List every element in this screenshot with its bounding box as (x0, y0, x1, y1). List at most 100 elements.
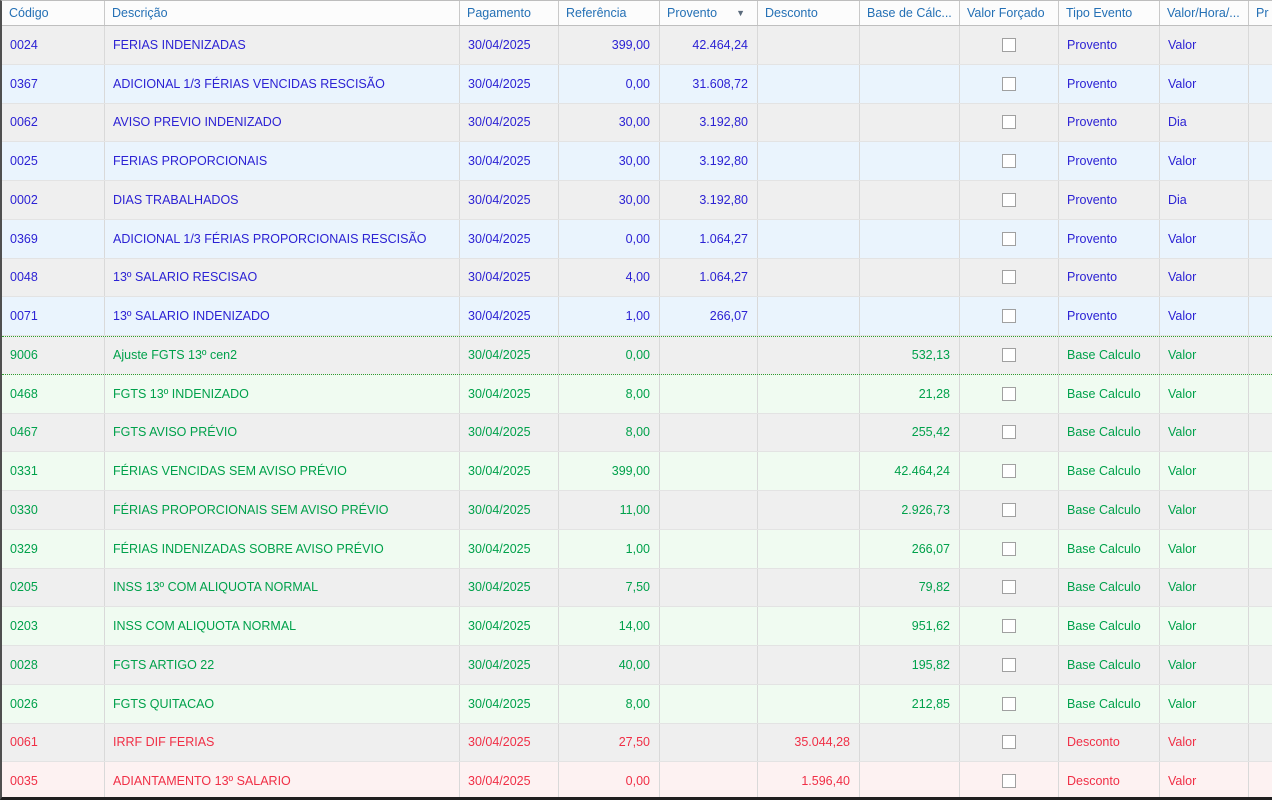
cell-pagamento[interactable]: 30/04/2025 (460, 607, 559, 645)
cell-base-calculo[interactable]: 951,62 (860, 607, 960, 645)
table-row[interactable]: 0203 INSS COM ALIQUOTA NORMAL 30/04/2025 14… (2, 607, 1272, 646)
cell-valor-hora[interactable]: Valor (1160, 219, 1249, 258)
valor-forcado-checkbox[interactable] (1002, 231, 1016, 246)
cell-base-calculo[interactable] (860, 258, 960, 297)
cell-base-calculo[interactable] (860, 723, 960, 762)
cell-base-calculo[interactable] (860, 762, 960, 797)
cell-desconto[interactable] (758, 103, 860, 142)
cell-referencia[interactable]: 4,00 (559, 258, 660, 297)
cell-referencia[interactable]: 11,00 (559, 491, 660, 529)
valor-forcado-checkbox[interactable] (1002, 386, 1016, 401)
valor-forcado-checkbox[interactable] (1002, 541, 1016, 556)
cell-codigo[interactable]: 0331 (2, 452, 105, 490)
table-row[interactable]: 0071 13º SALARIO INDENIZADO 30/04/2025 1,00… (2, 297, 1272, 336)
cell-provento[interactable]: 3.192,80 (660, 181, 758, 219)
cell-base-calculo[interactable] (860, 181, 960, 219)
cell-codigo[interactable]: 0026 (2, 684, 105, 723)
cell-desconto[interactable] (758, 374, 860, 413)
table-row[interactable]: 0329 FÉRIAS INDENIZADAS SOBRE AVISO PRÉVI… (2, 529, 1272, 569)
cell-descricao[interactable]: FERIAS PROPORCIONAIS (105, 142, 460, 180)
cell-pagamento[interactable]: 30/04/2025 (460, 64, 559, 103)
cell-provento[interactable]: 266,07 (660, 297, 758, 335)
cell-descricao[interactable]: FGTS 13º INDENIZADO (105, 374, 460, 413)
cell-referencia[interactable]: 14,00 (559, 607, 660, 645)
valor-forcado-checkbox[interactable] (1002, 580, 1016, 595)
cell-tipo-evento[interactable]: Base Calculo (1059, 568, 1160, 607)
cell-codigo[interactable]: 0071 (2, 297, 105, 335)
cell-provento[interactable] (660, 529, 758, 568)
cell-base-calculo[interactable] (860, 297, 960, 335)
cell-descricao[interactable]: FGTS AVISO PRÉVIO (105, 413, 460, 452)
cell-tipo-evento[interactable]: Base Calculo (1059, 607, 1160, 645)
cell-codigo[interactable]: 0203 (2, 607, 105, 645)
cell-pr[interactable] (1249, 65, 1272, 103)
cell-base-calculo[interactable] (860, 26, 960, 64)
cell-base-calculo[interactable]: 42.464,24 (860, 452, 960, 490)
cell-tipo-evento[interactable]: Desconto (1059, 762, 1160, 797)
column-header-valor-hora[interactable]: Valor/Hora/... (1160, 1, 1249, 25)
cell-valor-hora[interactable]: Valor (1160, 646, 1249, 684)
cell-codigo[interactable]: 0330 (2, 491, 105, 529)
table-row[interactable]: 0025 FERIAS PROPORCIONAIS 30/04/2025 30,00 3… (2, 142, 1272, 181)
cell-pr[interactable] (1249, 220, 1272, 258)
cell-tipo-evento[interactable]: Base Calculo (1059, 337, 1160, 374)
cell-pr[interactable] (1249, 26, 1272, 64)
cell-valor-hora[interactable]: Valor (1160, 684, 1249, 723)
cell-tipo-evento[interactable]: Provento (1059, 142, 1160, 180)
cell-provento[interactable]: 3.192,80 (660, 142, 758, 180)
cell-descricao[interactable]: Ajuste FGTS 13º cen2 (105, 337, 460, 374)
column-header-base-calculo[interactable]: Base de Cálc... (860, 1, 960, 25)
cell-referencia[interactable]: 0,00 (559, 762, 660, 797)
cell-descricao[interactable]: ADICIONAL 1/3 FÉRIAS PROPORCIONAIS RESCI… (105, 219, 460, 258)
cell-base-calculo[interactable]: 195,82 (860, 646, 960, 684)
cell-codigo[interactable]: 0035 (2, 762, 105, 797)
cell-pr[interactable] (1249, 724, 1272, 762)
cell-descricao[interactable]: 13º SALARIO INDENIZADO (105, 297, 460, 335)
table-row[interactable]: 0035 ADIANTAMENTO 13º SALARIO 30/04/2025 0,… (2, 762, 1272, 797)
cell-codigo[interactable]: 0002 (2, 181, 105, 219)
cell-pr[interactable] (1249, 375, 1272, 413)
cell-tipo-evento[interactable]: Provento (1059, 64, 1160, 103)
cell-pagamento[interactable]: 30/04/2025 (460, 452, 559, 490)
cell-descricao[interactable]: AVISO PREVIO INDENIZADO (105, 103, 460, 142)
cell-pr[interactable] (1249, 297, 1272, 335)
cell-valor-hora[interactable]: Dia (1160, 181, 1249, 219)
cell-valor-hora[interactable]: Valor (1160, 413, 1249, 452)
valor-forcado-checkbox[interactable] (1002, 502, 1016, 517)
table-row[interactable]: 0061 IRRF DIF FERIAS 30/04/2025 27,50 35.044… (2, 723, 1272, 763)
cell-descricao[interactable]: FGTS QUITACAO (105, 684, 460, 723)
cell-desconto[interactable] (758, 646, 860, 684)
cell-tipo-evento[interactable]: Provento (1059, 297, 1160, 335)
cell-provento[interactable]: 31.608,72 (660, 64, 758, 103)
column-header-provento[interactable]: Provento ▼ (660, 1, 758, 25)
column-header-pagamento[interactable]: Pagamento (460, 1, 559, 25)
cell-provento[interactable] (660, 684, 758, 723)
table-row[interactable]: 0002 DIAS TRABALHADOS 30/04/2025 30,00 3.192… (2, 181, 1272, 220)
cell-referencia[interactable]: 8,00 (559, 374, 660, 413)
cell-descricao[interactable]: FGTS ARTIGO 22 (105, 646, 460, 684)
cell-referencia[interactable]: 7,50 (559, 568, 660, 607)
cell-valor-hora[interactable]: Valor (1160, 723, 1249, 762)
cell-desconto[interactable] (758, 568, 860, 607)
valor-forcado-checkbox[interactable] (1002, 154, 1016, 169)
cell-tipo-evento[interactable]: Base Calculo (1059, 529, 1160, 568)
cell-base-calculo[interactable]: 212,85 (860, 684, 960, 723)
cell-codigo[interactable]: 0468 (2, 374, 105, 413)
cell-desconto[interactable] (758, 181, 860, 219)
cell-descricao[interactable]: INSS 13º COM ALIQUOTA NORMAL (105, 568, 460, 607)
cell-tipo-evento[interactable]: Desconto (1059, 723, 1160, 762)
cell-pagamento[interactable]: 30/04/2025 (460, 181, 559, 219)
cell-valor-hora[interactable]: Valor (1160, 26, 1249, 64)
column-header-descricao[interactable]: Descrição (105, 1, 460, 25)
cell-valor-hora[interactable]: Valor (1160, 452, 1249, 490)
cell-referencia[interactable]: 1,00 (559, 297, 660, 335)
cell-valor-hora[interactable]: Dia (1160, 103, 1249, 142)
valor-forcado-checkbox[interactable] (1002, 115, 1016, 130)
cell-descricao[interactable]: ADIANTAMENTO 13º SALARIO (105, 762, 460, 797)
cell-valor-hora[interactable]: Valor (1160, 64, 1249, 103)
cell-desconto[interactable] (758, 607, 860, 645)
cell-base-calculo[interactable]: 21,28 (860, 374, 960, 413)
cell-pr[interactable] (1249, 452, 1272, 490)
cell-descricao[interactable]: INSS COM ALIQUOTA NORMAL (105, 607, 460, 645)
valor-forcado-checkbox[interactable] (1002, 76, 1016, 91)
